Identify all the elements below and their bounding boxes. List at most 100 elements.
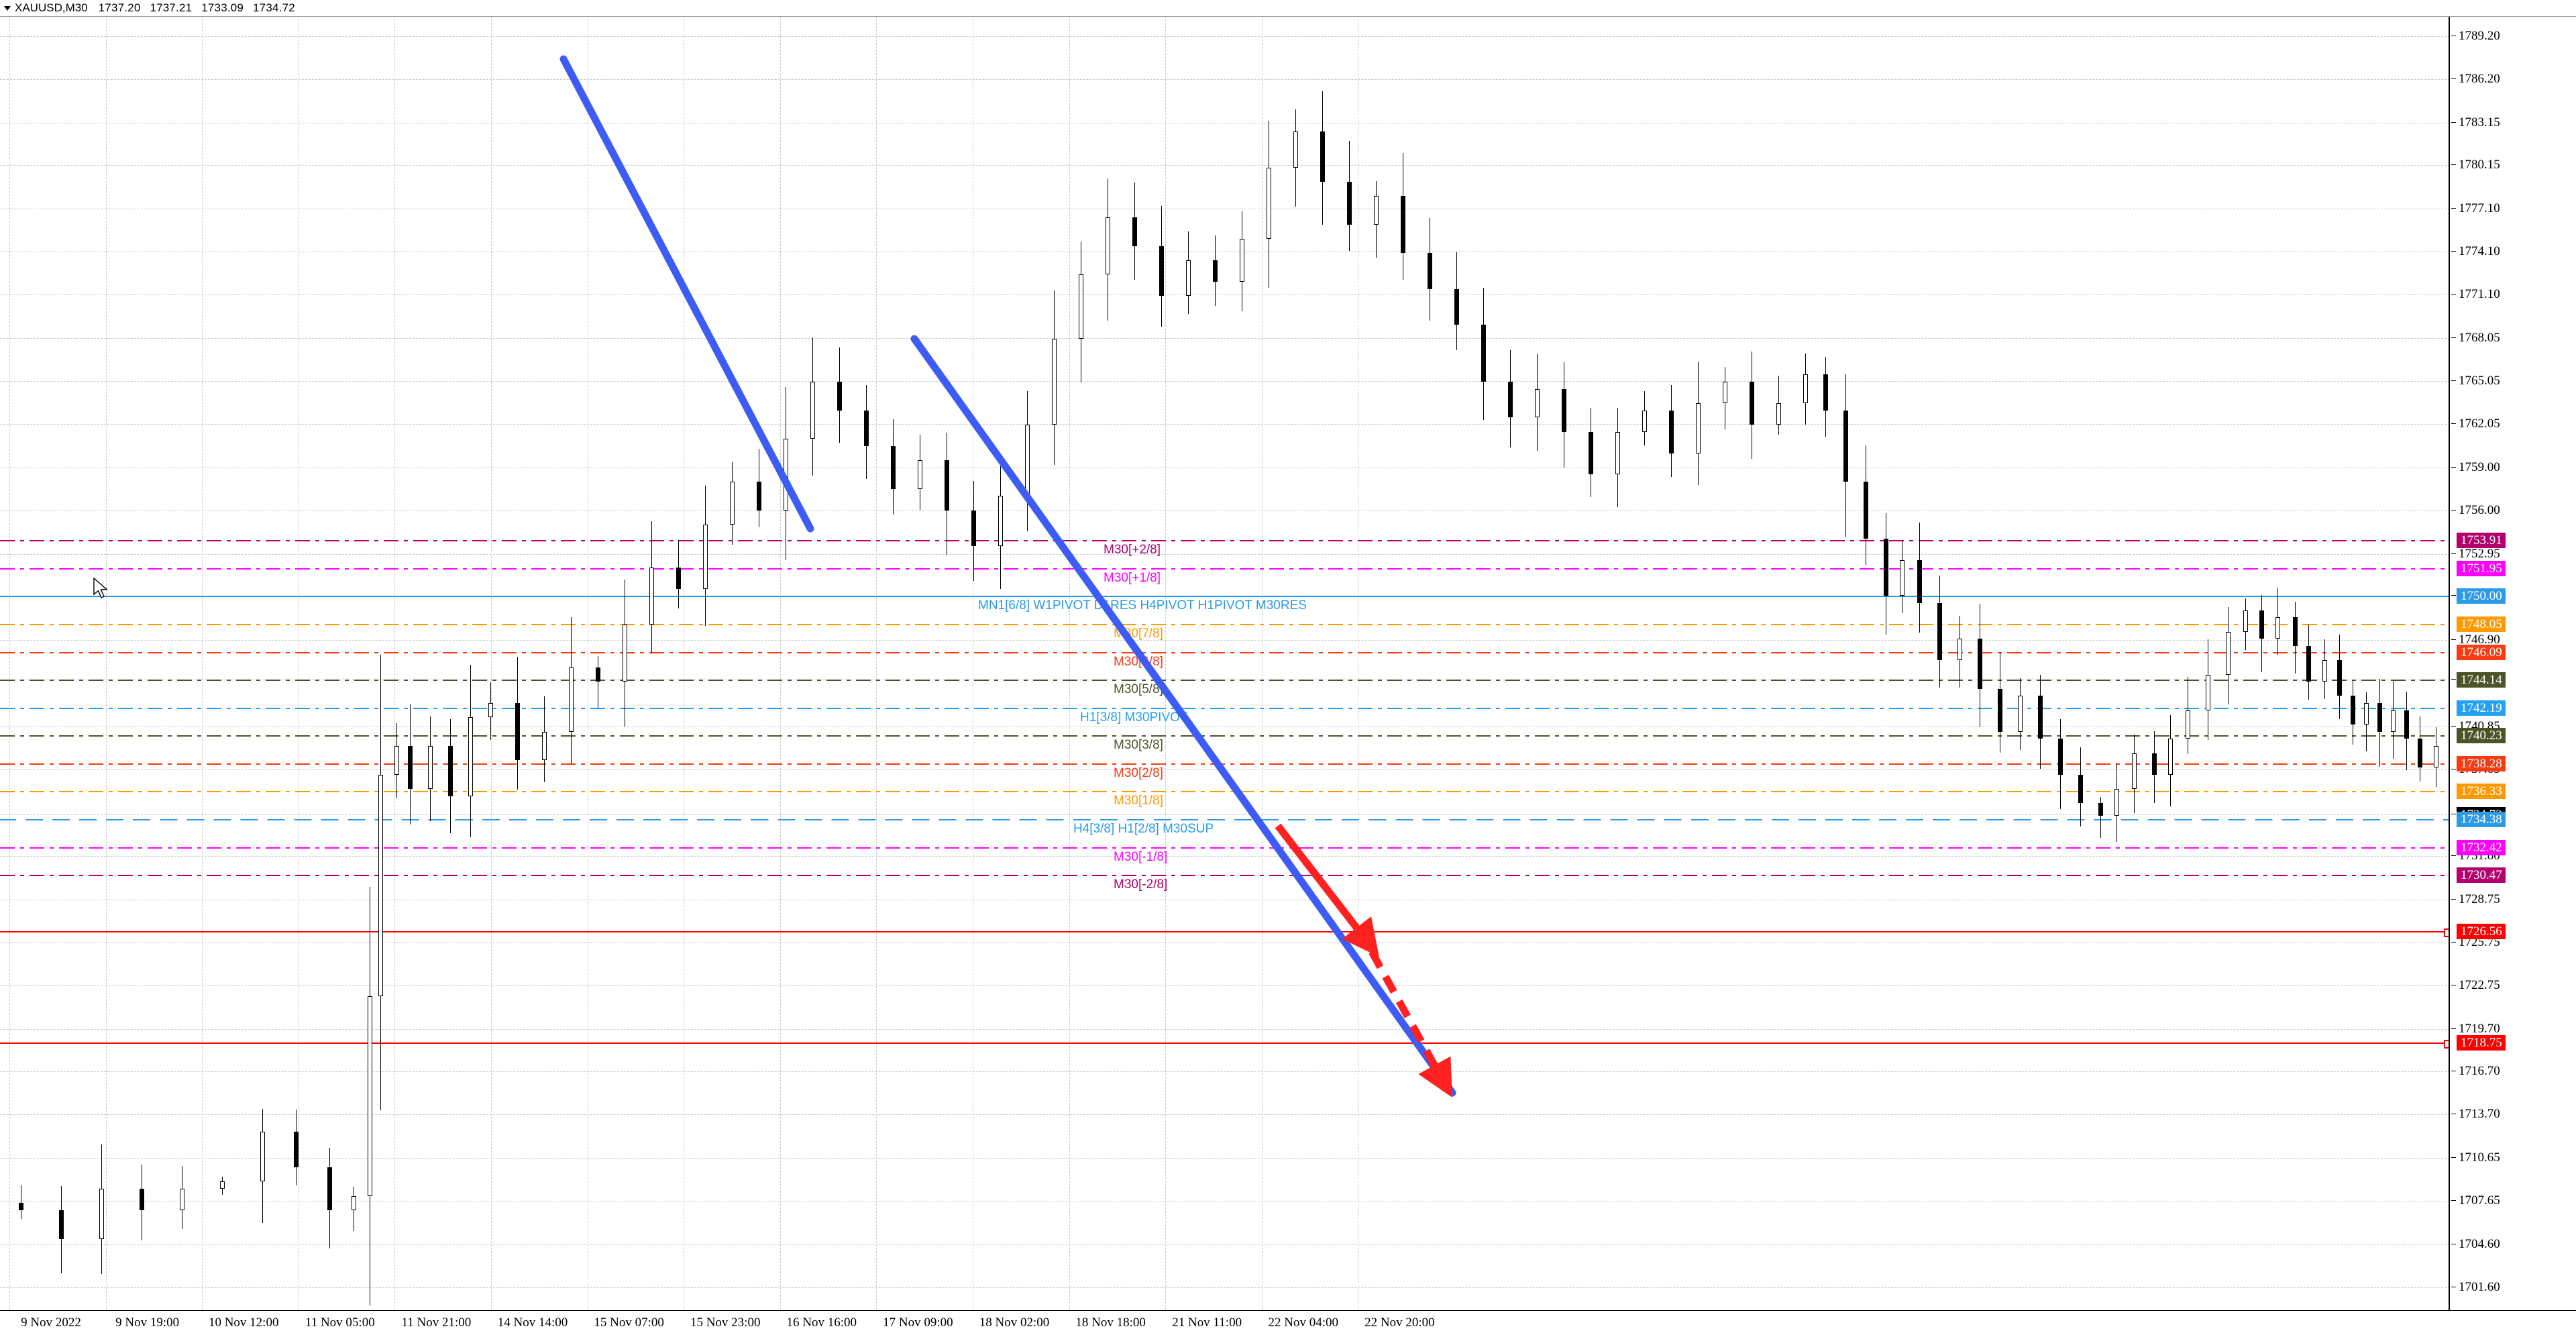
horizontal-gridline xyxy=(0,855,2449,857)
horizontal-gridline xyxy=(0,36,2449,37)
level-caption-6: H1[3/8] M30PIVOT xyxy=(1080,710,1188,725)
horizontal-gridline xyxy=(0,1287,2449,1288)
horizontal-gridline xyxy=(0,294,2449,296)
candle-body xyxy=(784,439,788,511)
price-badge-3: 1748.05 xyxy=(2457,616,2506,632)
candle-body xyxy=(1454,288,1459,325)
level-line-8 xyxy=(0,763,2449,765)
chart-symbol-label: XAUUSD,M30 xyxy=(15,1,88,14)
candle-body xyxy=(1589,431,1593,475)
price-line-handle-0[interactable] xyxy=(2444,928,2449,937)
level-line-2 xyxy=(0,596,2449,598)
time-axis-label: 15 Nov 23:00 xyxy=(690,1316,761,1330)
candle-body xyxy=(1401,196,1405,254)
candle-body xyxy=(1106,217,1110,275)
horizontal-gridline xyxy=(0,78,2449,80)
candle-body xyxy=(2226,631,2231,675)
vertical-gridline xyxy=(1261,16,1263,1310)
candle-body xyxy=(368,996,372,1196)
candle-body xyxy=(2132,753,2137,789)
candle-body xyxy=(1374,196,1379,225)
vertical-gridline xyxy=(1165,16,1167,1310)
caret-down-icon[interactable] xyxy=(0,0,15,16)
level-caption-0: M30[+2/8] xyxy=(1104,543,1161,557)
candle-body xyxy=(2351,696,2355,725)
price-scale[interactable]: 1789.20 1786.20 1783.15 1780.15 1777.10 1774.… xyxy=(2451,16,2576,1310)
time-axis-label: 21 Nov 11:00 xyxy=(1172,1316,1242,1330)
candle-body xyxy=(569,667,574,732)
candle-body xyxy=(488,703,493,718)
candle-body xyxy=(294,1131,299,1168)
candle-body xyxy=(468,717,473,796)
time-axis-label: 15 Nov 07:00 xyxy=(594,1316,664,1330)
price-axis-tick: 1746.90 xyxy=(2451,633,2576,647)
price-axis-tick: 1722.75 xyxy=(2451,978,2576,992)
vertical-gridline xyxy=(491,16,492,1310)
candle-body xyxy=(649,567,654,625)
level-line-0 xyxy=(0,540,2449,542)
price-badge-12: 1732.42 xyxy=(2457,839,2506,855)
vertical-gridline xyxy=(394,16,396,1310)
price-axis-tick: 1719.70 xyxy=(2451,1022,2576,1036)
level-line-7 xyxy=(0,735,2449,737)
horizontal-gridline xyxy=(0,769,2449,771)
candle-body xyxy=(1293,131,1298,168)
chart-plot-area[interactable]: M30[+2/8] M30[+1/8] MN1[6/8] W1PIVOT D1RES… xyxy=(0,16,2450,1310)
candle-body xyxy=(1843,410,1848,482)
level-caption-4: M30[6/8] xyxy=(1114,654,1163,669)
bearish-arrow-dashed xyxy=(1368,950,1452,1097)
time-scale[interactable]: 9 Nov 2022 9 Nov 19:00 10 Nov 12:00 11 Nov … xyxy=(0,1310,2576,1339)
candle-body xyxy=(2391,710,2396,732)
ohlc-low: 1733.09 xyxy=(201,1,244,14)
candle-body xyxy=(757,482,761,511)
level-caption-2: MN1[6/8] W1PIVOT D1RES H4PIVOT H1PIVOT M… xyxy=(978,598,1307,613)
horizontal-gridline xyxy=(0,985,2449,986)
candle-body xyxy=(19,1203,23,1210)
price-line-handle-1[interactable] xyxy=(2444,1039,2449,1049)
candle-body xyxy=(1978,639,1982,689)
downtrend-line-1 xyxy=(559,55,814,533)
price-axis-tick: 1771.10 xyxy=(2451,288,2576,301)
horizontal-price-line-0[interactable] xyxy=(0,930,2449,932)
candle-body xyxy=(2259,610,2264,639)
candle-body xyxy=(1159,246,1164,297)
candle-body xyxy=(1347,181,1352,225)
price-badge-11: 1734.38 xyxy=(2457,812,2506,827)
price-badge-1: 1751.95 xyxy=(2457,560,2506,576)
candle-body xyxy=(2058,739,2063,775)
price-badge-4: 1746.09 xyxy=(2457,644,2506,660)
price-axis-tick: 1716.70 xyxy=(2451,1065,2576,1078)
candle-body xyxy=(180,1189,184,1210)
candle-body xyxy=(2377,703,2382,732)
candle-body xyxy=(2306,645,2311,682)
candle-body xyxy=(2243,610,2248,632)
candle-body xyxy=(394,745,399,775)
chart-canvas: M30[+2/8] M30[+1/8] MN1[6/8] W1PIVOT D1RES… xyxy=(0,16,2449,1310)
candle-body xyxy=(1884,539,1888,596)
horizontal-gridline xyxy=(0,553,2449,555)
time-axis-label: 11 Nov 21:00 xyxy=(401,1316,472,1330)
candle-body xyxy=(2418,739,2422,767)
ohlc-open: 1737.20 xyxy=(98,1,141,14)
candle-body xyxy=(2206,674,2210,710)
level-line-10 xyxy=(0,819,2449,820)
horizontal-gridline xyxy=(0,165,2449,166)
price-axis-tick: 1759.00 xyxy=(2451,460,2576,474)
candle-body xyxy=(1052,339,1057,425)
candle-body xyxy=(542,731,547,761)
bearish-arrow-solid xyxy=(1275,823,1379,957)
candle-body xyxy=(1864,482,1868,539)
candle-body xyxy=(1132,217,1137,246)
candle-body xyxy=(428,745,433,789)
candle-body xyxy=(1213,260,1218,282)
level-caption-1: M30[+1/8] xyxy=(1104,570,1161,585)
chart-title-bar: XAUUSD,M30 1737.20 1737.21 1733.09 1734.… xyxy=(0,0,2576,17)
price-axis-tick: 1777.10 xyxy=(2451,202,2576,215)
candle-body xyxy=(1998,688,2002,732)
candle-body xyxy=(408,745,413,789)
candle-body xyxy=(2078,774,2083,804)
candle-body xyxy=(1267,167,1271,239)
candle-body xyxy=(2186,710,2190,739)
level-line-1 xyxy=(0,568,2449,570)
candle-body xyxy=(1803,374,1808,403)
